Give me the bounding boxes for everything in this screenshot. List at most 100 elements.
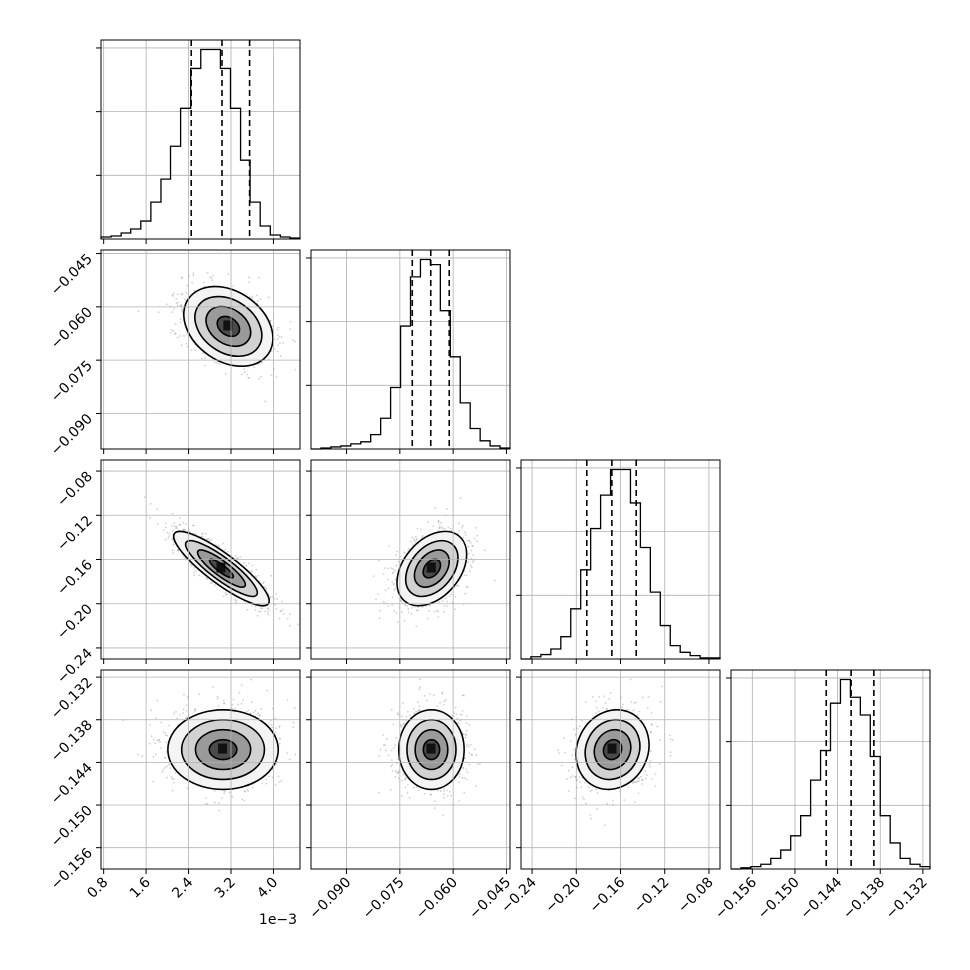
sample-point bbox=[257, 276, 260, 279]
sample-point bbox=[464, 533, 467, 536]
sample-point bbox=[471, 545, 474, 548]
sample-point bbox=[156, 740, 159, 742]
sample-point bbox=[247, 376, 250, 379]
sample-point bbox=[274, 348, 276, 350]
sample-point bbox=[402, 773, 405, 776]
sample-point bbox=[467, 539, 470, 542]
sample-point bbox=[164, 732, 167, 735]
sample-point bbox=[468, 745, 470, 748]
sample-point bbox=[404, 786, 407, 789]
sample-point bbox=[154, 742, 157, 745]
sample-point bbox=[384, 589, 387, 592]
sample-point bbox=[277, 326, 280, 329]
sample-point bbox=[401, 611, 403, 614]
sample-point bbox=[416, 701, 419, 704]
sample-point bbox=[402, 702, 404, 704]
sample-point bbox=[392, 582, 395, 585]
sample-point bbox=[394, 770, 397, 773]
sample-point bbox=[193, 289, 196, 292]
sample-point bbox=[292, 339, 295, 342]
sample-point bbox=[286, 752, 289, 755]
sample-point bbox=[213, 790, 216, 792]
sample-point bbox=[437, 522, 440, 524]
sample-point bbox=[438, 524, 441, 527]
sample-point bbox=[264, 610, 266, 613]
sample-point bbox=[201, 533, 204, 536]
sample-point bbox=[160, 721, 163, 724]
sample-point bbox=[393, 610, 395, 613]
sample-point bbox=[294, 340, 297, 343]
sample-point bbox=[170, 775, 173, 778]
sample-point bbox=[236, 557, 239, 559]
sample-point bbox=[172, 543, 175, 546]
sample-point bbox=[421, 536, 423, 539]
sample-point bbox=[206, 578, 209, 580]
sample-point bbox=[297, 623, 299, 626]
sample-point bbox=[278, 781, 281, 783]
sample-point bbox=[170, 329, 173, 331]
sample-point bbox=[257, 712, 260, 715]
sample-point bbox=[270, 374, 273, 376]
sample-point bbox=[223, 702, 226, 705]
sample-point bbox=[464, 733, 467, 736]
sample-point bbox=[224, 548, 227, 551]
sample-point bbox=[467, 561, 470, 564]
sample-point bbox=[294, 707, 296, 709]
sample-point bbox=[278, 742, 281, 745]
panel-background bbox=[101, 40, 300, 239]
sample-point bbox=[454, 596, 457, 598]
sample-point bbox=[275, 727, 277, 730]
sample-point bbox=[395, 554, 397, 556]
sample-point bbox=[276, 328, 279, 331]
sample-point bbox=[445, 597, 447, 600]
sample-point bbox=[149, 502, 152, 505]
panels bbox=[96, 39, 931, 874]
sample-point bbox=[454, 608, 456, 611]
sample-point bbox=[213, 361, 216, 363]
sample-point bbox=[137, 753, 140, 756]
sample-point bbox=[192, 524, 195, 527]
sample-point bbox=[222, 595, 225, 598]
sample-point bbox=[232, 285, 235, 287]
sample-point bbox=[181, 309, 184, 311]
sample-point bbox=[432, 525, 435, 528]
sample-point bbox=[442, 610, 445, 613]
sample-point bbox=[166, 765, 168, 768]
sample-point bbox=[404, 604, 407, 607]
sample-point bbox=[268, 775, 271, 778]
sample-point bbox=[186, 284, 189, 287]
sample-point bbox=[152, 738, 155, 741]
sample-point bbox=[260, 607, 263, 610]
sample-point bbox=[159, 741, 161, 744]
sample-point bbox=[184, 529, 187, 531]
sample-point bbox=[181, 310, 184, 313]
sample-point bbox=[426, 521, 429, 523]
sample-point bbox=[174, 332, 176, 335]
sample-point bbox=[261, 607, 264, 610]
sample-point bbox=[184, 717, 187, 720]
sample-point bbox=[483, 549, 486, 552]
sample-point bbox=[148, 742, 151, 745]
sample-point bbox=[172, 777, 175, 780]
contour-line bbox=[194, 728, 252, 771]
sample-point bbox=[465, 539, 468, 542]
sample-point bbox=[250, 701, 253, 704]
sample-point bbox=[217, 802, 220, 805]
sample-point bbox=[269, 596, 272, 599]
sample-point bbox=[259, 298, 262, 301]
sample-point bbox=[164, 756, 167, 759]
sample-point bbox=[150, 735, 153, 738]
sample-point bbox=[185, 704, 188, 707]
sample-point bbox=[178, 523, 181, 526]
contour-line bbox=[196, 549, 247, 588]
sample-point bbox=[191, 564, 193, 567]
sample-point bbox=[457, 584, 460, 587]
sample-point bbox=[465, 768, 468, 771]
sample-point bbox=[417, 609, 419, 612]
sample-point bbox=[165, 751, 168, 753]
sample-point bbox=[277, 344, 279, 346]
sample-point bbox=[462, 524, 464, 527]
sample-point bbox=[449, 791, 451, 793]
sample-point bbox=[271, 726, 274, 729]
density-peak bbox=[223, 320, 233, 331]
